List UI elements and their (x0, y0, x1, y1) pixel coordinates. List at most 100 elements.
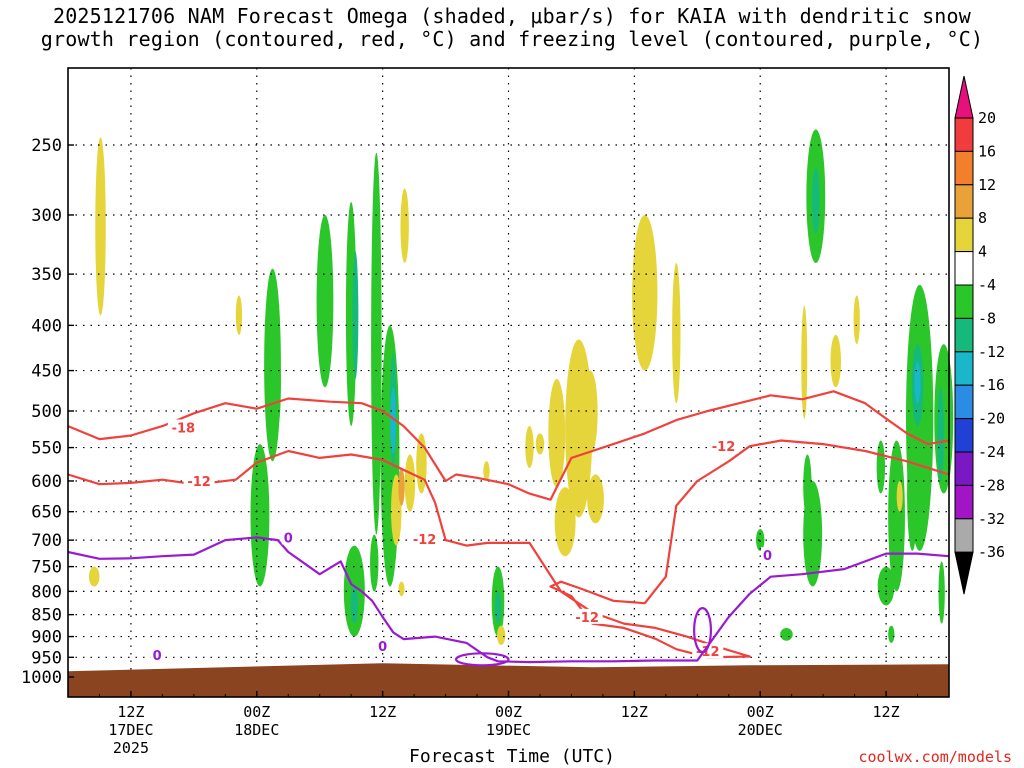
omega-cell-3 (316, 214, 334, 388)
omega-cell-24 (937, 387, 944, 481)
omega-cell-36 (88, 566, 100, 587)
contour-label-freezing_level_0-0: 0 (284, 531, 293, 546)
y-tick-label-450: 450 (31, 362, 62, 382)
colorbar-segment-3 (954, 184, 974, 219)
omega-cell-48 (554, 487, 576, 557)
omega-cell-40 (404, 454, 416, 512)
omega-cell-38 (400, 188, 409, 263)
colorbar-segment-13 (954, 518, 974, 553)
colorbar-label-13: -36 (978, 543, 1005, 561)
x-tick-label-66-1: 20DEC (738, 721, 783, 739)
y-tick-label-400: 400 (31, 316, 62, 336)
omega-cell-47 (582, 370, 598, 455)
y-tick-label-250: 250 (31, 136, 62, 156)
contour-dgz_minus12_upper (67, 439, 950, 659)
chart-title-line-1: 2025121706 NAM Forecast Omega (shaded, μ… (52, 4, 972, 28)
y-tick-label-750: 750 (31, 558, 62, 578)
freezing-loop-1 (693, 607, 713, 654)
colorbar-segment-2 (954, 150, 974, 186)
colorbar-label-4: 4 (978, 243, 987, 261)
omega-cell-43 (525, 426, 534, 468)
x-tick-label-42-0: 00Z (495, 703, 522, 721)
omega-cell-51 (496, 625, 506, 646)
x-tick-label-18-1: 18DEC (234, 721, 279, 739)
omega-cell-25 (888, 440, 905, 592)
y-tick-label-650: 650 (31, 503, 62, 523)
y-tick-label-900: 900 (31, 628, 62, 648)
chart-title-line-2: growth region (contoured, red, °C) and f… (40, 27, 984, 51)
y-tick-label-950: 950 (31, 648, 62, 668)
colorbar-label-9: -20 (978, 410, 1005, 428)
colorbar-label-3: 8 (978, 209, 987, 227)
y-tick-label-500: 500 (31, 402, 62, 422)
contour-label-freezing_level_0-1: 0 (378, 640, 387, 655)
contour-label-dgz_minus12_upper-3: -12 (696, 645, 720, 660)
contour-label-bg-dgz_minus12_upper-0 (183, 472, 215, 488)
colorbar-segment-4 (954, 217, 974, 253)
omega-cell-41 (398, 467, 405, 506)
omega-cell-56 (398, 581, 405, 597)
contour-label-bg-dgz_minus12_upper-4 (708, 438, 740, 454)
omega-cell-12 (370, 534, 379, 592)
omega-cell-14 (495, 591, 502, 624)
contour-label-dgz_minus18_upper-0: -18 (172, 422, 196, 437)
colorbar-label-0: 20 (978, 109, 996, 127)
omega-cell-27 (907, 433, 918, 551)
omega-cell-22 (914, 361, 921, 404)
omega-cell-19 (812, 167, 820, 234)
omega-cell-55 (896, 480, 903, 512)
omega-cell-53 (830, 334, 841, 388)
y-tick-label-300: 300 (31, 206, 62, 226)
x-tick-label-78-0: 12Z (873, 703, 900, 721)
contour-label-bg-dgz_minus12_upper-1 (409, 531, 441, 547)
omega-cell-54 (853, 295, 860, 345)
x-tick-label-66-0: 00Z (747, 703, 774, 721)
colorbar-label-12: -32 (978, 510, 1005, 528)
colorbar-label-5: -4 (978, 276, 996, 294)
contour-label-dgz_minus12_upper-4: -12 (712, 440, 736, 455)
contour-label-freezing_level_0-2: 0 (153, 649, 162, 664)
x-tick-label-54-0: 12Z (621, 703, 648, 721)
contour-dgz_minus18_upper (67, 390, 950, 501)
colorbar-label-1: 16 (978, 142, 996, 160)
omega-cell-33 (888, 625, 895, 643)
omega-cell-42 (416, 433, 427, 494)
contour-label-bg-dgz_minus12_upper-3 (692, 643, 724, 659)
x-tick-label-6-0: 12Z (117, 703, 144, 721)
y-tick-label-350: 350 (31, 265, 62, 285)
omega-cell-0 (250, 444, 270, 587)
contour-label-freezing_level_0-3: 0 (763, 549, 772, 564)
omega-cell-50 (483, 461, 490, 481)
contour-label-dgz_minus12_upper-0: -12 (187, 475, 211, 490)
x-tick-label-42-1: 19DEC (486, 721, 531, 739)
x-tick-label-30-0: 12Z (369, 703, 396, 721)
colorbar-segment-6 (954, 284, 974, 319)
x-axis-label: Forecast Time (UTC) (409, 746, 615, 767)
omega-cell-26 (876, 440, 886, 494)
y-tick-label-800: 800 (31, 582, 62, 602)
freezing-loop-0 (454, 652, 510, 667)
colorbar-label-2: 12 (978, 176, 996, 194)
colorbar-label-11: -28 (978, 476, 1005, 494)
omega-cell-17 (672, 262, 681, 404)
omega-cell-30 (803, 454, 812, 518)
y-tick-label-600: 600 (31, 472, 62, 492)
omega-cell-49 (587, 474, 604, 524)
omega-cell-11 (350, 586, 358, 624)
omega-cell-35 (95, 137, 106, 316)
omega-cell-31 (938, 561, 945, 624)
contour-label-bg-freezing_level_0-2 (150, 646, 164, 662)
contour-freezing_level_0 (67, 536, 950, 664)
colorbar-label-6: -8 (978, 309, 996, 327)
contour-label-dgz_minus12_upper-2: -12 (575, 611, 599, 626)
contour-label-bg-freezing_level_0-0 (281, 529, 295, 545)
credit-link[interactable]: coolwx.com/models (858, 748, 1012, 766)
x-tick-label-6-2: 2025 (113, 739, 149, 757)
y-tick-label-550: 550 (31, 439, 62, 459)
colorbar-label-7: -12 (978, 343, 1005, 361)
y-tick-label-1000: 1000 (21, 668, 62, 688)
omega-cell-2 (274, 344, 281, 427)
omega-cell-52 (801, 305, 808, 419)
x-tick-label-6-1: 17DEC (108, 721, 153, 739)
x-tick-label-18-0: 00Z (243, 703, 270, 721)
